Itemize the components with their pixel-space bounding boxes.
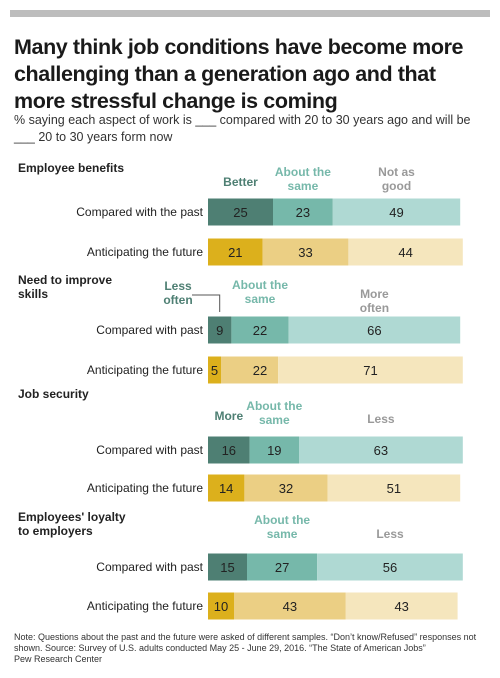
bar-segment: [244, 474, 328, 502]
column-header: Less: [367, 412, 395, 426]
group-title: Job security: [18, 387, 89, 401]
bar-segment: [327, 474, 461, 502]
column-header: Not as good: [378, 165, 415, 193]
column-header: More: [214, 409, 243, 423]
chart-subtitle: % saying each aspect of work is ___ comp…: [14, 113, 471, 144]
bar-segment: [249, 436, 299, 464]
row-label: Compared with the past: [76, 205, 203, 219]
bar-segment: [231, 316, 289, 344]
bar-segment: [208, 238, 263, 266]
data-label: 32: [279, 481, 293, 496]
column-header: About the same: [246, 399, 302, 427]
data-label: 51: [387, 481, 401, 496]
column-header: About the same: [254, 513, 310, 541]
bar-segment: [317, 553, 463, 581]
data-label: 16: [222, 443, 236, 458]
bar-segment: [288, 316, 461, 344]
row-label: Compared with past: [96, 560, 203, 574]
chart-title: Many think job conditions have become mo…: [14, 35, 464, 113]
group-title: Need to improve skills: [18, 273, 112, 301]
data-label: 15: [220, 560, 234, 575]
header-leader-line: [192, 294, 221, 312]
bar-segment: [299, 436, 463, 464]
data-label: 27: [275, 560, 289, 575]
bar-segment: [208, 436, 250, 464]
row-label: Anticipating the future: [87, 599, 203, 613]
footer: Note: Questions about the past and the f…: [14, 632, 490, 665]
column-header: More often: [360, 287, 389, 315]
data-label: 22: [253, 323, 267, 338]
bar-segment: [348, 238, 463, 266]
group-title: Employee benefits: [18, 161, 124, 175]
data-label: 23: [296, 205, 310, 220]
column-header: Less: [376, 527, 404, 541]
column-header: Less often: [163, 279, 192, 307]
bar-segment: [208, 356, 221, 384]
data-label: 44: [398, 245, 412, 260]
data-label: 71: [363, 363, 377, 378]
bar-segment: [345, 592, 458, 620]
data-label: 63: [374, 443, 388, 458]
data-label: 56: [383, 560, 397, 575]
data-label: 33: [298, 245, 312, 260]
data-label: 43: [283, 599, 297, 614]
group-title: Employees' loyalty to employers: [18, 510, 126, 538]
data-label: 66: [367, 323, 381, 338]
row-label: Compared with past: [96, 323, 203, 337]
top-accent-bar: [10, 10, 490, 17]
data-label: 22: [253, 363, 267, 378]
bar-segment: [208, 316, 232, 344]
bar-segment: [234, 592, 346, 620]
bar-segment: [208, 592, 234, 620]
bar-segment: [332, 198, 461, 226]
row-label: Anticipating the future: [87, 481, 203, 495]
stacked-bar-chart: Employee benefits Better About the same Not …: [18, 161, 463, 620]
row-label: Anticipating the future: [87, 363, 203, 377]
footnote: Note: Questions about the past and the f…: [14, 632, 477, 653]
data-label: 9: [216, 323, 223, 338]
column-header: About the same: [232, 278, 288, 306]
bar-segment: [262, 238, 349, 266]
bar-segment: [278, 356, 463, 384]
data-label: 14: [219, 481, 233, 496]
row-label: Compared with past: [96, 443, 203, 457]
bar-segment: [247, 553, 318, 581]
bar-segment: [221, 356, 279, 384]
data-label: 49: [389, 205, 403, 220]
data-label: 5: [211, 363, 218, 378]
bar-segment: [273, 198, 333, 226]
data-label: 21: [228, 245, 242, 260]
data-label: 25: [233, 205, 247, 220]
column-header: About the same: [275, 165, 331, 193]
row-label: Anticipating the future: [87, 245, 203, 259]
data-label: 10: [214, 599, 228, 614]
data-label: 43: [394, 599, 408, 614]
bar-segment: [208, 553, 247, 581]
bar-segment: [208, 474, 245, 502]
column-header: Better: [223, 175, 258, 189]
source-credit: Pew Research Center: [14, 654, 103, 664]
data-label: 19: [267, 443, 281, 458]
bar-segment: [208, 198, 273, 226]
